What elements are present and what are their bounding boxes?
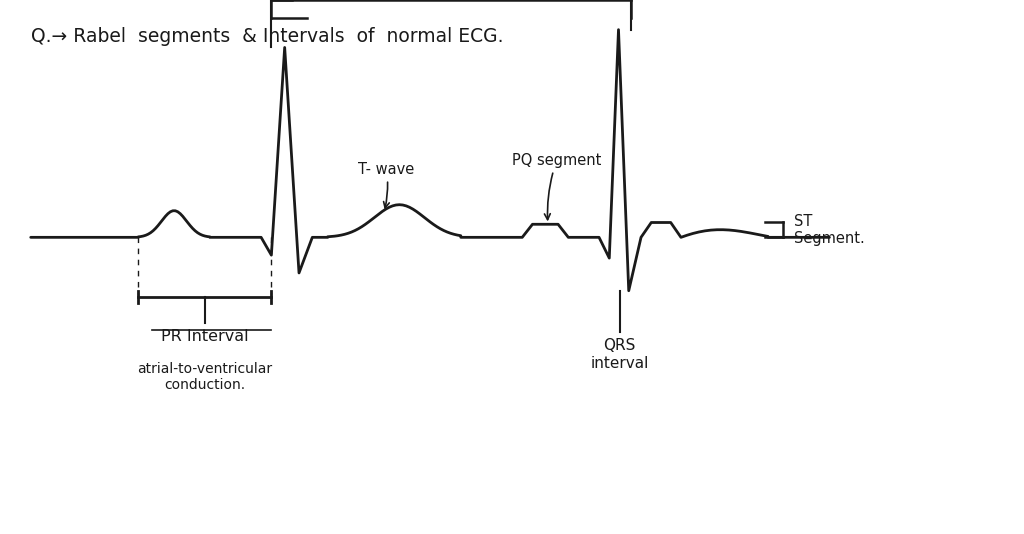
Text: T- wave: T- wave: [358, 162, 415, 208]
Text: PR Interval: PR Interval: [161, 329, 249, 344]
Text: atrial-to-ventricular
conduction.: atrial-to-ventricular conduction.: [137, 362, 272, 392]
Text: Q.→ Rabel  segments  & Intervals  of  normal ECG.: Q.→ Rabel segments & Intervals of normal…: [31, 27, 503, 46]
Text: QRS
interval: QRS interval: [590, 338, 649, 371]
Text: ST
Segment.: ST Segment.: [794, 214, 864, 246]
Text: PQ segment: PQ segment: [512, 153, 601, 219]
